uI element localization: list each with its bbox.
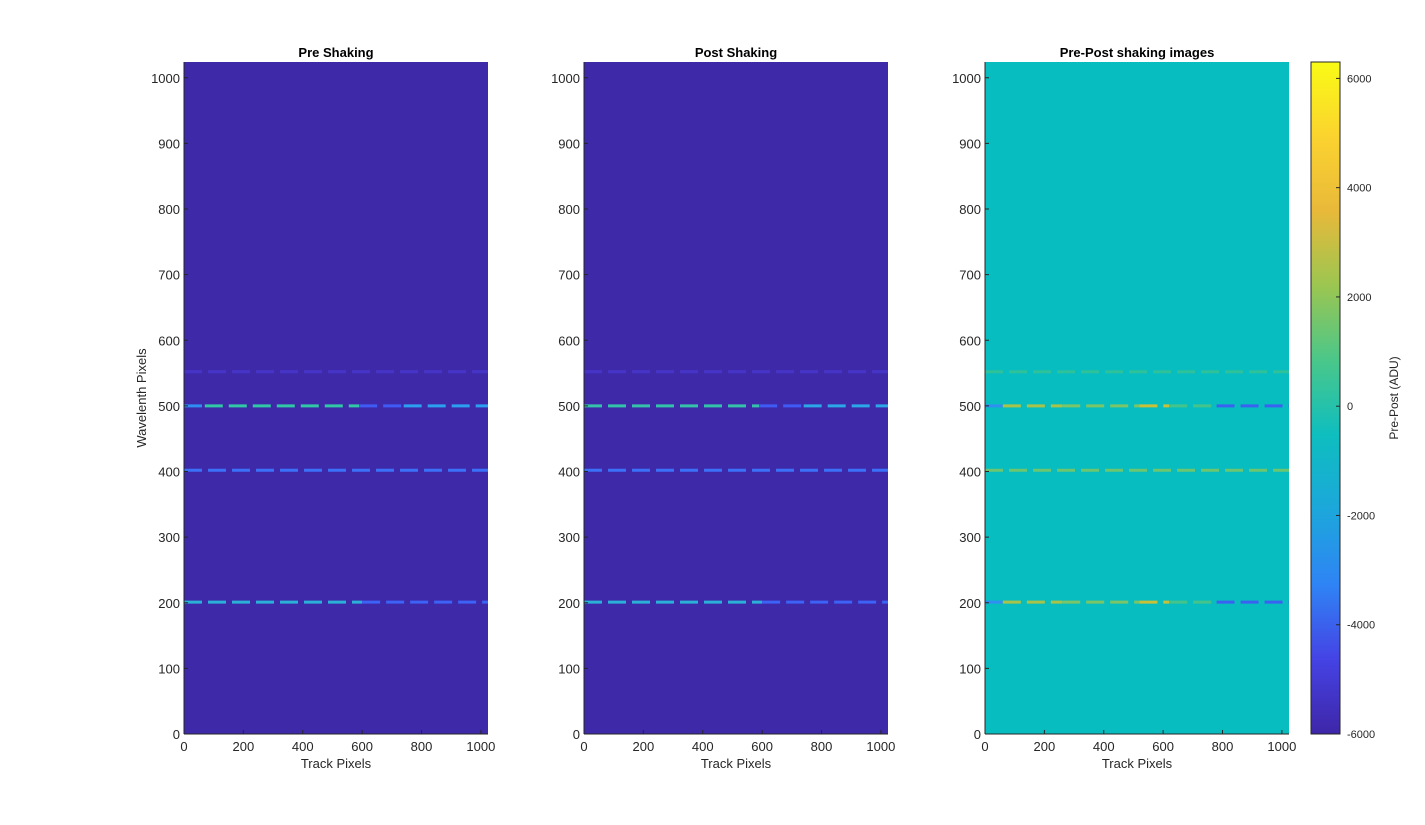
x-tick-label: 600 xyxy=(751,739,773,754)
x-axis-label: Track Pixels xyxy=(701,756,772,771)
x-tick-label: 200 xyxy=(633,739,655,754)
x-tick-label: 800 xyxy=(411,739,433,754)
y-tick-label: 800 xyxy=(959,202,981,217)
y-tick-label: 400 xyxy=(558,465,580,480)
x-tick-label: 600 xyxy=(1152,739,1174,754)
colorbar-tick-label: 2000 xyxy=(1347,292,1371,304)
colorbar-tick-label: 6000 xyxy=(1347,73,1371,85)
y-tick-label: 1000 xyxy=(551,71,580,86)
y-tick-label: 700 xyxy=(558,268,580,283)
x-tick-label: 200 xyxy=(1034,739,1056,754)
colorbar-tick-label: -4000 xyxy=(1347,620,1375,632)
y-tick-label: 0 xyxy=(974,727,981,742)
x-tick-label: 400 xyxy=(292,739,314,754)
x-tick-label: 600 xyxy=(351,739,373,754)
x-tick-label: 200 xyxy=(233,739,255,754)
panel-1: 0 200 400 600 800 1000 0 100 200 300 400 500 600 700 8… xyxy=(134,45,495,771)
y-tick-label: 100 xyxy=(959,661,981,676)
x-tick-label: 800 xyxy=(1212,739,1234,754)
y-tick-label: 100 xyxy=(558,661,580,676)
y-tick-label: 400 xyxy=(959,465,981,480)
y-tick-label: 800 xyxy=(558,202,580,217)
y-tick-label: 500 xyxy=(158,399,180,414)
x-axis-label: Track Pixels xyxy=(301,756,372,771)
colorbar-label: Pre-Post (ADU) xyxy=(1387,356,1401,439)
colorbar-tick-label: -6000 xyxy=(1347,729,1375,741)
y-tick-label: 200 xyxy=(558,596,580,611)
heatmap-background xyxy=(184,62,488,734)
y-tick-label: 500 xyxy=(959,399,981,414)
x-tick-label: 0 xyxy=(180,739,187,754)
colorbar-gradient xyxy=(1310,61,1341,735)
y-tick-label: 300 xyxy=(158,530,180,545)
y-tick-label: 0 xyxy=(173,727,180,742)
y-tick-label: 0 xyxy=(573,727,580,742)
x-tick-label: 1000 xyxy=(1267,739,1296,754)
y-tick-label: 200 xyxy=(158,596,180,611)
y-tick-label: 200 xyxy=(959,596,981,611)
y-tick-label: 400 xyxy=(158,465,180,480)
heatmap-background xyxy=(985,62,1289,734)
y-tick-label: 700 xyxy=(158,268,180,283)
panel-title: Pre-Post shaking images xyxy=(1060,45,1215,60)
y-tick-label: 800 xyxy=(158,202,180,217)
y-axis-label: Wavelenth Pixels xyxy=(134,348,149,448)
y-tick-label: 900 xyxy=(158,136,180,151)
panel-title: Post Shaking xyxy=(695,45,777,60)
y-tick-label: 300 xyxy=(959,530,981,545)
colorbar-tick-label: -2000 xyxy=(1347,510,1375,522)
panel-title: Pre Shaking xyxy=(298,45,373,60)
y-tick-label: 100 xyxy=(158,661,180,676)
x-tick-label: 0 xyxy=(580,739,587,754)
y-tick-label: 1000 xyxy=(151,71,180,86)
panel-3: 0 200 400 600 800 1000 0 100 200 300 400 500 600 700 8… xyxy=(952,45,1296,771)
y-tick-label: 300 xyxy=(558,530,580,545)
colorbar-tick-label: 0 xyxy=(1347,401,1353,413)
x-tick-label: 1000 xyxy=(466,739,495,754)
x-tick-label: 400 xyxy=(692,739,714,754)
x-tick-label: 800 xyxy=(811,739,833,754)
x-tick-label: 0 xyxy=(981,739,988,754)
y-tick-label: 500 xyxy=(558,399,580,414)
y-tick-label: 600 xyxy=(959,333,981,348)
y-tick-label: 600 xyxy=(158,333,180,348)
y-tick-label: 900 xyxy=(959,136,981,151)
x-axis-label: Track Pixels xyxy=(1102,756,1173,771)
y-tick-label: 600 xyxy=(558,333,580,348)
colorbar-tick-label: 4000 xyxy=(1347,183,1371,195)
panel-2: 0 200 400 600 800 1000 0 100 200 300 400 500 600 700 8… xyxy=(551,45,895,771)
x-tick-label: 400 xyxy=(1093,739,1115,754)
y-tick-label: 1000 xyxy=(952,71,981,86)
y-tick-label: 900 xyxy=(558,136,580,151)
x-tick-label: 1000 xyxy=(866,739,895,754)
y-tick-label: 700 xyxy=(959,268,981,283)
colorbar: -6000 -4000 -2000 0 2000 4000 6000 Pre-Post (AD… xyxy=(1310,61,1401,741)
heatmap-background xyxy=(584,62,888,734)
